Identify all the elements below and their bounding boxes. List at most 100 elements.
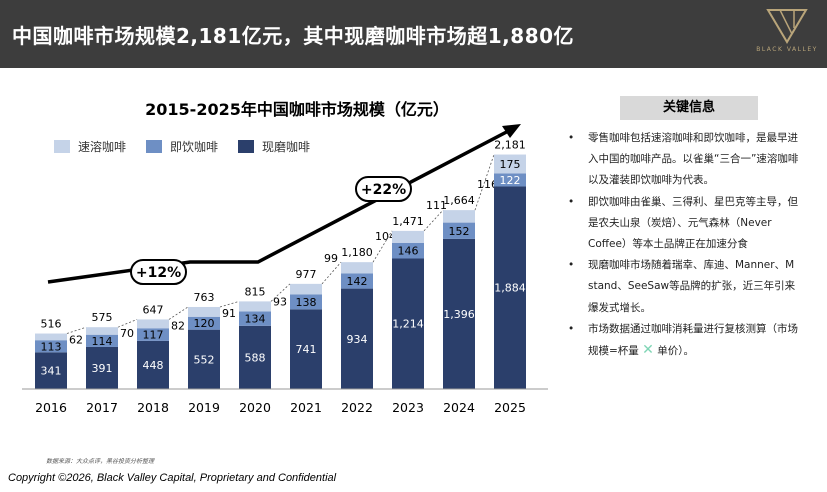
label-rtd: 113 — [41, 340, 62, 353]
label-instant: 116 — [477, 178, 498, 191]
bar-fresh — [290, 309, 322, 389]
bar-fresh — [341, 288, 373, 389]
bar-instant — [443, 210, 475, 223]
label-total: 1,471 — [392, 215, 424, 228]
key-note: • 零售咖啡包括速溶咖啡和即饮咖啡，是最早进入中国的咖啡产品。以雀巢“三合一”速… — [568, 128, 802, 192]
bar-instant — [341, 262, 373, 274]
bar-rtd — [443, 222, 475, 239]
bar-fresh — [188, 329, 220, 389]
connector-line — [270, 283, 291, 302]
x-tick-label: 2025 — [494, 400, 526, 415]
legend-label-rtd: 即饮咖啡 — [170, 140, 219, 154]
label-fresh: 391 — [92, 362, 113, 375]
label-rtd: 146 — [398, 245, 419, 258]
bar-instant — [86, 327, 118, 335]
label-rtd: 117 — [143, 329, 164, 342]
bar-instant — [290, 283, 322, 295]
label-rtd: 138 — [296, 296, 317, 309]
label-rtd: 152 — [449, 225, 470, 238]
bar-fresh — [137, 340, 169, 389]
growth-label: +12% — [136, 265, 181, 281]
x-tick-label: 2019 — [188, 400, 220, 415]
bar-rtd — [86, 334, 118, 347]
copyright: Copyright ©2026, Black Valley Capital, P… — [8, 472, 337, 484]
legend-item-instant: 速溶咖啡 — [54, 138, 126, 155]
label-fresh: 552 — [194, 353, 215, 366]
label-total: 575 — [92, 311, 113, 324]
bar-rtd — [239, 311, 271, 326]
label-instant: 82 — [171, 319, 185, 332]
legend-item-fresh: 现磨咖啡 — [238, 138, 310, 155]
label-instant: 62 — [69, 334, 83, 347]
header-bar: 中国咖啡市场规模2,181亿元，其中现磨咖啡市场超1,880亿 BLACK VA… — [0, 0, 827, 68]
key-note-text: 即饮咖啡由雀巢、三得利、星巴克等主导，但是农夫山泉（炭焙）、元气森林（Never… — [588, 195, 798, 251]
connector-line — [117, 319, 138, 328]
growth-badge — [130, 259, 187, 285]
label-total: 2,181 — [494, 139, 526, 152]
bullet-icon: • — [568, 132, 575, 144]
bar-instant — [188, 306, 220, 317]
bar-fresh — [86, 346, 118, 389]
label-fresh: 588 — [245, 351, 266, 364]
bar-fresh — [239, 325, 271, 389]
label-rtd: 114 — [92, 335, 113, 348]
bullet-icon: • — [568, 195, 575, 208]
bar-fresh — [35, 352, 67, 389]
label-fresh: 741 — [296, 343, 317, 356]
trend-arrow-head — [502, 124, 521, 138]
bar-instant — [392, 230, 424, 243]
label-total: 516 — [41, 318, 62, 331]
key-note-text: 零售咖啡包括速溶咖啡和即饮咖啡，是最早进入中国的咖啡产品。以雀巢“三合一”速溶咖… — [588, 132, 799, 187]
label-total: 815 — [245, 285, 266, 298]
connector-line — [219, 301, 240, 308]
label-fresh: 1,884 — [494, 282, 526, 295]
x-tick-label: 2016 — [35, 400, 67, 415]
bar-rtd — [392, 242, 424, 259]
label-total: 1,664 — [443, 194, 475, 207]
label-instant: 175 — [500, 158, 521, 171]
growth-badge — [355, 176, 412, 202]
bar-rtd — [35, 340, 67, 353]
key-info-title: 关键信息 — [620, 96, 758, 120]
page-title: 中国咖啡市场规模2,181亿元，其中现磨咖啡市场超1,880亿 — [12, 24, 575, 48]
label-total: 763 — [194, 291, 215, 304]
legend-swatch-rtd — [146, 140, 162, 153]
label-rtd: 122 — [500, 174, 521, 187]
stacked-bar-chart: +12% +22% 341 113 62 516 2016 391 114 70 575 2017 44… — [22, 124, 548, 415]
x-tick-label: 2018 — [137, 400, 169, 415]
chart-title: 2015-2025年中国咖啡市场规模（亿元） — [145, 100, 449, 119]
bar-rtd — [137, 328, 169, 341]
label-fresh: 448 — [143, 359, 164, 372]
bar-instant — [35, 333, 67, 341]
label-fresh: 934 — [347, 333, 368, 346]
label-rtd: 134 — [245, 313, 266, 326]
label-total: 647 — [143, 303, 164, 316]
label-fresh: 1,214 — [392, 318, 424, 331]
label-fresh: 1,396 — [443, 308, 475, 321]
bar-instant — [239, 301, 271, 312]
label-instant: 93 — [273, 295, 287, 308]
bar-rtd — [494, 173, 526, 187]
cross-icon: ✕ — [642, 342, 654, 359]
x-tick-label: 2022 — [341, 400, 373, 415]
data-source: 数据来源：大众点评，黑谷投资分析整理 — [46, 458, 155, 465]
legend-label-fresh: 现磨咖啡 — [262, 140, 311, 154]
label-rtd: 120 — [194, 317, 215, 330]
bar-instant — [494, 154, 526, 174]
connector-line — [474, 154, 495, 211]
connector-line — [321, 261, 342, 285]
connector-line — [423, 209, 444, 232]
growth-label: +22% — [361, 182, 406, 198]
label-instant: 111 — [426, 199, 447, 212]
key-note-text-suffix: 单价）。 — [657, 345, 694, 358]
key-note: • 市场数据通过咖啡消耗量进行复核测算（市场规模=杯量 ✕ 单价）。 — [568, 319, 802, 362]
label-instant: 91 — [222, 307, 236, 320]
x-tick-label: 2017 — [86, 400, 118, 415]
x-tick-label: 2023 — [392, 400, 424, 415]
bullet-icon: • — [568, 322, 575, 335]
bar-instant — [137, 319, 169, 329]
logo-text: BLACK VALLEY — [756, 46, 818, 53]
key-info-notes: • 零售咖啡包括速溶咖啡和即饮咖啡，是最早进入中国的咖啡产品。以雀巢“三合一”速… — [568, 128, 802, 362]
bullet-icon: • — [568, 259, 575, 272]
legend-label-instant: 速溶咖啡 — [78, 140, 127, 154]
